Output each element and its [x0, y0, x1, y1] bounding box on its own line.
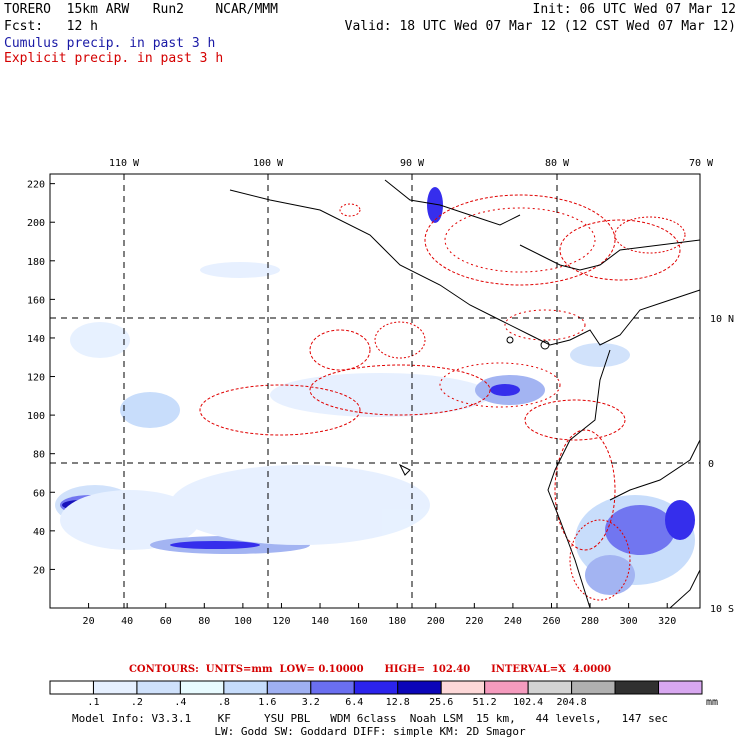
lat-label-10s: 10 S	[710, 604, 734, 615]
colorbar	[49, 680, 703, 695]
x-tick-label: 320	[658, 616, 676, 627]
colorbar-swatch	[614, 680, 660, 695]
colorbar-label: 12.8	[385, 697, 410, 708]
colorbar-swatch	[136, 680, 181, 695]
explicit-precip-contours	[199, 194, 686, 601]
x-tick-label: 200	[427, 616, 445, 627]
colorbar-swatch	[440, 680, 486, 695]
colorbar-label: 204.8	[556, 697, 587, 708]
y-tick-label: 160	[27, 295, 45, 306]
y-tick-label: 80	[33, 450, 45, 461]
model-info-line2: LW: Godd SW: Goddard DIFF: simple KM: 2D…	[214, 725, 526, 738]
x-tick-label: 280	[581, 616, 599, 627]
y-tick-label: 220	[27, 180, 45, 191]
y-tick-label: 40	[33, 527, 45, 538]
colorbar-swatch	[223, 680, 268, 695]
lon-label-110w: 110 W	[109, 158, 140, 169]
colorbar-swatch	[527, 680, 573, 695]
colorbar-label: 51.2	[472, 697, 497, 708]
lon-label-80w: 80 W	[545, 158, 570, 169]
y-tick-labels: 20 40 60 80 100 120 140 160 180 200 220	[27, 180, 55, 576]
colorbar-label: .4	[174, 697, 187, 708]
lat-label-0: 0	[708, 459, 714, 470]
y-tick-label: 180	[27, 257, 45, 268]
longitude-labels: 110 W 100 W 90 W 80 W 70 W	[109, 158, 714, 169]
colorbar-swatch	[397, 680, 442, 695]
colorbar-swatch	[49, 680, 94, 695]
x-tick-label: 260	[542, 616, 560, 627]
colorbar-swatch	[92, 680, 138, 695]
colorbar-swatch	[266, 680, 312, 695]
x-tick-label: 160	[350, 616, 368, 627]
x-tick-label: 20	[83, 616, 95, 627]
lon-label-70w: 70 W	[689, 158, 714, 169]
latitude-labels: 10 N 0 10 S	[708, 314, 734, 615]
colorbar-label: .8	[217, 697, 230, 708]
x-tick-label: 220	[465, 616, 483, 627]
coastlines	[229, 179, 701, 609]
x-tick-label: 120	[272, 616, 290, 627]
colorbar-label: 1.6	[258, 697, 277, 708]
lon-label-90w: 90 W	[400, 158, 425, 169]
x-tick-label: 100	[234, 616, 252, 627]
model-info-line1: Model Info: V3.3.1 KF YSU PBL WDM 6class…	[71, 712, 669, 725]
colorbar-swatch	[571, 680, 616, 695]
y-tick-label: 20	[33, 565, 45, 576]
y-tick-label: 200	[27, 218, 45, 229]
y-tick-label: 140	[27, 334, 45, 345]
lat-label-10n: 10 N	[710, 314, 734, 325]
lon-label-100w: 100 W	[253, 158, 284, 169]
forecast-hour: Fcst: 12 h	[4, 19, 98, 34]
colorbar-label: 25.6	[429, 697, 454, 708]
x-tick-label: 80	[198, 616, 210, 627]
x-tick-label: 180	[388, 616, 406, 627]
x-tick-label: 140	[311, 616, 329, 627]
colorbar-swatch	[484, 680, 529, 695]
colorbar-label: .1	[87, 697, 100, 708]
graticule	[50, 174, 700, 608]
y-tick-label: 100	[27, 411, 45, 422]
colorbar-label: 102.4	[513, 697, 544, 708]
colorbar-swatch	[353, 680, 399, 695]
cumulus-precip-areas	[55, 187, 695, 595]
x-tick-label: 40	[121, 616, 133, 627]
x-tick-label: 60	[160, 616, 172, 627]
init-time: Init: 06 UTC Wed 07 Mar 12	[532, 2, 737, 17]
cumulus-legend: Cumulus precip. in past 3 h	[4, 36, 216, 51]
x-tick-labels: 20 40 60 80 100 120 140 160 180 200 220 240 260 280 30…	[83, 603, 676, 627]
x-tick-label: 240	[504, 616, 522, 627]
x-tick-label: 300	[620, 616, 638, 627]
model-title: TORERO 15km ARW Run2 NCAR/MMM	[4, 2, 278, 17]
colorbar-label: 3.2	[301, 697, 320, 708]
contours-info: CONTOURS: UNITS=mm LOW= 0.10000 HIGH= 10…	[128, 664, 612, 675]
y-tick-label: 60	[33, 488, 45, 499]
valid-time: Valid: 18 UTC Wed 07 Mar 12 (12 CST Wed …	[344, 19, 736, 34]
colorbar-label: 6.4	[345, 697, 364, 708]
colorbar-swatch	[310, 680, 355, 695]
explicit-legend: Explicit precip. in past 3 h	[4, 51, 224, 66]
y-tick-label: 120	[27, 373, 45, 384]
colorbar-unit: mm	[706, 697, 719, 708]
colorbar-swatch	[658, 680, 703, 695]
colorbar-label: .2	[130, 697, 143, 708]
colorbar-swatch	[179, 680, 225, 695]
